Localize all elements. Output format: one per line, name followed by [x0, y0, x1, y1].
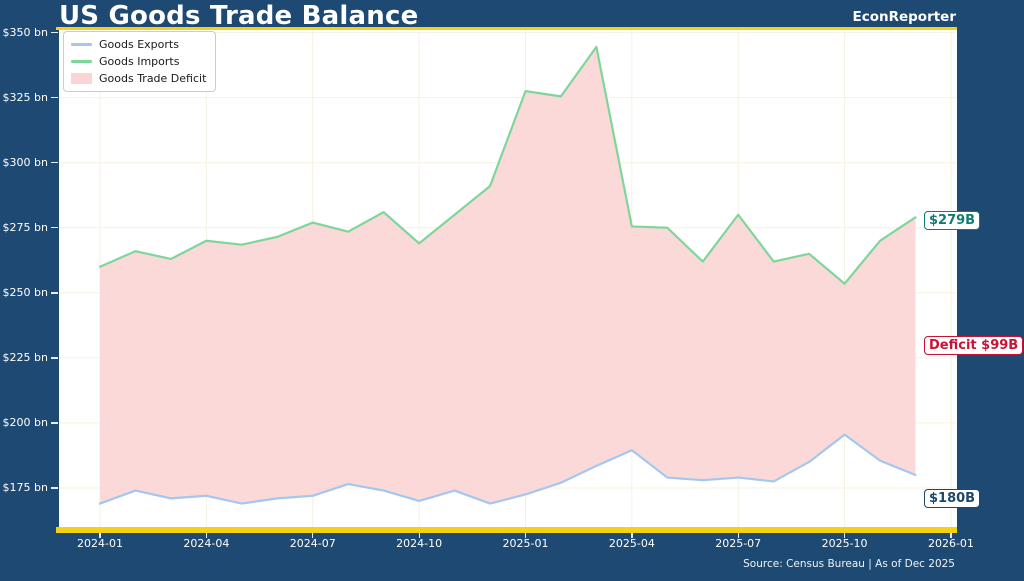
x-tick-mark	[843, 533, 846, 538]
deficit-value-label: Deficit $99B	[924, 336, 1024, 356]
legend-item-deficit: Goods Trade Deficit	[71, 71, 206, 86]
y-tick-label: $275 bn	[2, 220, 48, 234]
legend-item-exports: Goods Exports	[71, 37, 206, 52]
y-tick-mark	[51, 162, 58, 164]
top-accent-bar	[56, 27, 957, 30]
x-tick-label: 2025-01	[502, 537, 549, 550]
x-tick-mark	[737, 533, 739, 538]
x-tick-label: 2024-10	[396, 537, 443, 550]
x-tick-mark	[312, 533, 314, 538]
y-tick-mark	[51, 292, 58, 294]
exports-line-swatch	[71, 43, 92, 46]
x-tick-label: 2024-01	[77, 537, 123, 550]
deficit-patch-swatch	[71, 73, 92, 84]
y-tick-label: $200 bn	[2, 415, 48, 429]
imports-end-value-label: $279B	[924, 211, 981, 231]
y-tick-mark	[51, 227, 58, 229]
x-tick-label: 2026-01	[927, 537, 974, 550]
x-tick-mark	[418, 533, 420, 538]
source-note: Source: Census Bureau | As of Dec 2025	[743, 558, 955, 570]
x-tick-label: 2024-04	[183, 537, 230, 550]
y-tick-label: $350 bn	[2, 25, 48, 39]
y-tick-label: $225 bn	[2, 350, 48, 364]
legend-label: Goods Trade Deficit	[99, 72, 207, 85]
y-tick-mark	[51, 97, 58, 99]
legend-label: Goods Exports	[99, 38, 179, 51]
x-tick-mark	[524, 533, 527, 538]
x-tick-mark	[631, 533, 633, 538]
x-tick-mark	[205, 533, 208, 538]
x-tick-label: 2025-07	[715, 537, 762, 550]
x-tick-label: 2025-10	[821, 537, 868, 550]
bottom-accent-bar	[56, 527, 957, 533]
y-tick-mark	[51, 32, 58, 34]
brand-logo: EconReporter	[852, 9, 956, 25]
x-tick-mark	[950, 533, 952, 538]
legend: Goods Exports Goods Imports Goods Trade …	[63, 31, 217, 92]
x-tick-label: 2024-07	[289, 537, 336, 550]
x-tick-mark	[99, 533, 101, 538]
y-tick-label: $300 bn	[2, 155, 48, 169]
y-tick-label: $175 bn	[2, 480, 48, 494]
y-tick-label: $325 bn	[2, 90, 48, 104]
y-tick-mark	[51, 487, 58, 489]
legend-item-imports: Goods Imports	[71, 54, 206, 69]
imports-line-swatch	[71, 60, 92, 63]
legend-label: Goods Imports	[99, 55, 180, 68]
y-tick-label: $250 bn	[2, 285, 48, 299]
page-title: US Goods Trade Balance	[59, 1, 419, 31]
x-tick-label: 2025-04	[608, 537, 655, 550]
y-tick-mark	[51, 422, 58, 424]
exports-end-value-label: $180B	[924, 488, 981, 508]
y-tick-mark	[51, 357, 58, 359]
